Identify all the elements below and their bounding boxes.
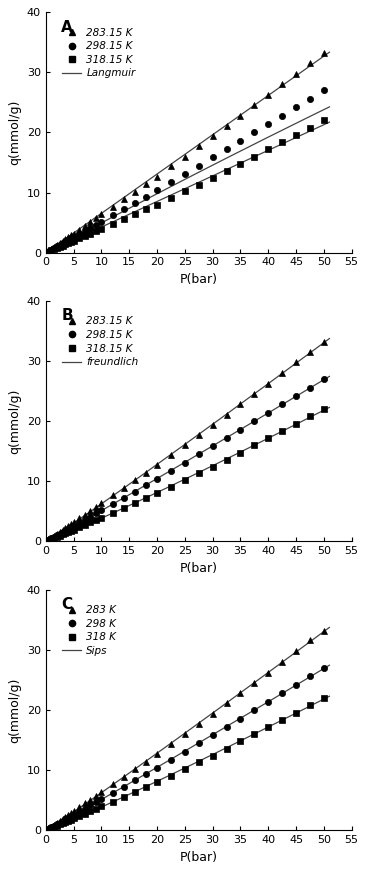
Legend: 283.15 K, 298.15 K, 318.15 K, Langmuir: 283.15 K, 298.15 K, 318.15 K, Langmuir	[57, 23, 141, 84]
Text: B: B	[61, 309, 73, 324]
X-axis label: P(bar): P(bar)	[180, 562, 218, 575]
X-axis label: P(bar): P(bar)	[180, 273, 218, 286]
Y-axis label: q(mmol/g): q(mmol/g)	[8, 678, 21, 743]
Text: A: A	[61, 19, 73, 35]
X-axis label: P(bar): P(bar)	[180, 851, 218, 863]
Text: C: C	[61, 597, 72, 612]
Y-axis label: q(mmol/g): q(mmol/g)	[8, 389, 21, 454]
Legend: 283 K, 298 K, 318 K, Sips: 283 K, 298 K, 318 K, Sips	[57, 600, 121, 661]
Y-axis label: q(mmol/g): q(mmol/g)	[8, 99, 21, 165]
Legend: 283.15 K, 298.15 K, 318.15 K, freundlich: 283.15 K, 298.15 K, 318.15 K, freundlich	[57, 311, 144, 372]
